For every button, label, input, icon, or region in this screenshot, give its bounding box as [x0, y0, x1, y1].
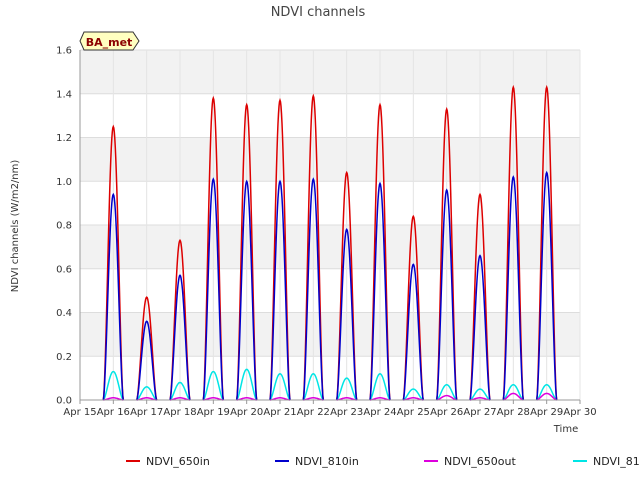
legend-label-ndvi-810in: NDVI_810in [295, 455, 359, 468]
x-tick-label: Apr 28 [497, 407, 530, 418]
y-tick-labels: 0.0 0.2 0.4 0.6 0.8 1.0 1.2 1.4 1.6 [56, 46, 72, 407]
plot-band [80, 225, 580, 269]
y-tick-label: 0.4 [56, 308, 72, 319]
y-tick-label: 0.6 [56, 264, 72, 275]
axes [79, 50, 580, 401]
y-tick-label: 0.0 [56, 396, 72, 407]
station-badge: BA_met [79, 31, 140, 51]
y-tick-label: 0.8 [56, 221, 72, 232]
plot-band [80, 93, 580, 138]
legend-label-ndvi-650in: NDVI_650in [146, 455, 210, 468]
series-line-ndvi-810out [102, 368, 558, 401]
plot-band [80, 181, 580, 225]
x-tick-label: Apr 30 [563, 407, 596, 418]
series-layer [102, 84, 558, 401]
x-tick-label: Apr 29 [530, 407, 563, 418]
plot-band [80, 137, 580, 182]
x-tick-label: Apr 20 [230, 407, 263, 418]
chart-title: NDVI channels [271, 5, 366, 20]
plot-band [80, 50, 580, 94]
x-tick-labels: Apr 15 Apr 16 Apr 17 Apr 18 Apr 19 Apr 20 Apr … [63, 400, 597, 418]
series-line-ndvi-810in [102, 170, 558, 401]
plot-band [80, 268, 580, 313]
legend-label-ndvi-650out: NDVI_650out [444, 455, 516, 468]
y-tick-label: 1.0 [56, 177, 72, 188]
x-axis-label: Time [553, 424, 578, 435]
x-tick-label: Apr 19 [197, 407, 230, 418]
x-tick-label: Apr 24 [363, 407, 396, 418]
badge-label: BA_met [86, 36, 133, 49]
y-axis-label: NDVI channels (W/m2/nm) [10, 160, 21, 293]
y-tick-label: 1.4 [56, 89, 72, 100]
x-tick-label: Apr 17 [130, 407, 163, 418]
x-tick-label: Apr 25 [397, 407, 430, 418]
series-line-ndvi-650in [102, 84, 558, 401]
x-tick-label: Apr 18 [163, 407, 196, 418]
x-tick-label: Apr 22 [297, 407, 330, 418]
x-tick-label: Apr 26 [430, 407, 463, 418]
badge-shape [79, 31, 140, 51]
y-tick-label: 1.6 [56, 46, 72, 57]
y-tick-label: 1.2 [56, 133, 72, 144]
x-tick-label: Apr 23 [330, 407, 363, 418]
x-tick-label: Apr 15 [63, 407, 96, 418]
y-tick-label: 0.2 [56, 352, 72, 363]
legend: NDVI_650in NDVI_810in NDVI_650out NDVI_810o… [126, 455, 640, 468]
plot-band [80, 356, 580, 400]
plot-area [80, 50, 580, 400]
legend-label-ndvi-810out: NDVI_810out [593, 455, 640, 468]
series-line-ndvi-650out [103, 392, 557, 401]
x-tick-label: Apr 27 [463, 407, 496, 418]
x-tick-label: Apr 21 [263, 407, 296, 418]
x-tick-label: Apr 16 [97, 407, 130, 418]
plot-band [80, 312, 580, 357]
